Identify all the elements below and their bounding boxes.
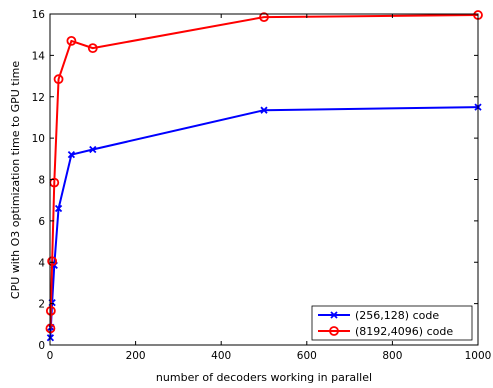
- x-tick-label: 600: [297, 350, 317, 362]
- data-point-series-2: [87, 43, 98, 54]
- legend: (256,128) code (8192,4096) code: [311, 305, 473, 341]
- y-tick-label: 14: [32, 50, 46, 62]
- legend-box: [311, 305, 473, 341]
- legend-marker-symbol: [329, 326, 339, 336]
- y-tick-label: 16: [32, 9, 46, 21]
- y-tick-label: 10: [32, 133, 45, 145]
- series-line-2: [49, 14, 479, 329]
- y-axis-title: CPU with O3 optimization time to GPU tim…: [9, 61, 22, 299]
- legend-marker-symbol: [330, 311, 338, 319]
- legend-marker-series-1: [330, 311, 338, 319]
- y-tick-label: 12: [32, 92, 45, 104]
- x-tick-label: 200: [126, 350, 146, 362]
- data-point-series-2: [53, 74, 64, 85]
- x-axis-title: number of decoders working in parallel: [156, 371, 372, 384]
- data-point-series-2: [45, 305, 56, 316]
- legend-marker-series-2: [329, 326, 339, 336]
- y-tick-label: 4: [38, 257, 45, 269]
- data-point-series-1: [89, 145, 97, 154]
- axes-layer: 0 200 400 600 800 1000 0 2 4 6 8 10 12 14 16: [32, 9, 492, 362]
- x-tick-label: 800: [382, 350, 402, 362]
- plot-area: [50, 14, 478, 345]
- x-tick-label: 1000: [465, 350, 492, 362]
- y-tick-label: 8: [38, 175, 45, 187]
- y-tick-label: 2: [38, 299, 45, 311]
- x-tick-label: 0: [47, 350, 54, 362]
- y-tick-label: 6: [38, 216, 45, 228]
- x-tick-label: 400: [211, 350, 231, 362]
- legend-label-series-2: (8192,4096) code: [355, 325, 453, 338]
- data-point-series-2: [259, 12, 269, 23]
- y-tick-label: 0: [38, 340, 45, 352]
- data-point-series-1: [67, 151, 76, 159]
- data-point-series-2: [47, 256, 58, 267]
- data-point-series-1: [260, 106, 268, 114]
- data-point-series-2: [66, 35, 77, 46]
- legend-label-series-1: (256,128) code: [355, 309, 439, 322]
- data-point-series-1: [54, 204, 63, 213]
